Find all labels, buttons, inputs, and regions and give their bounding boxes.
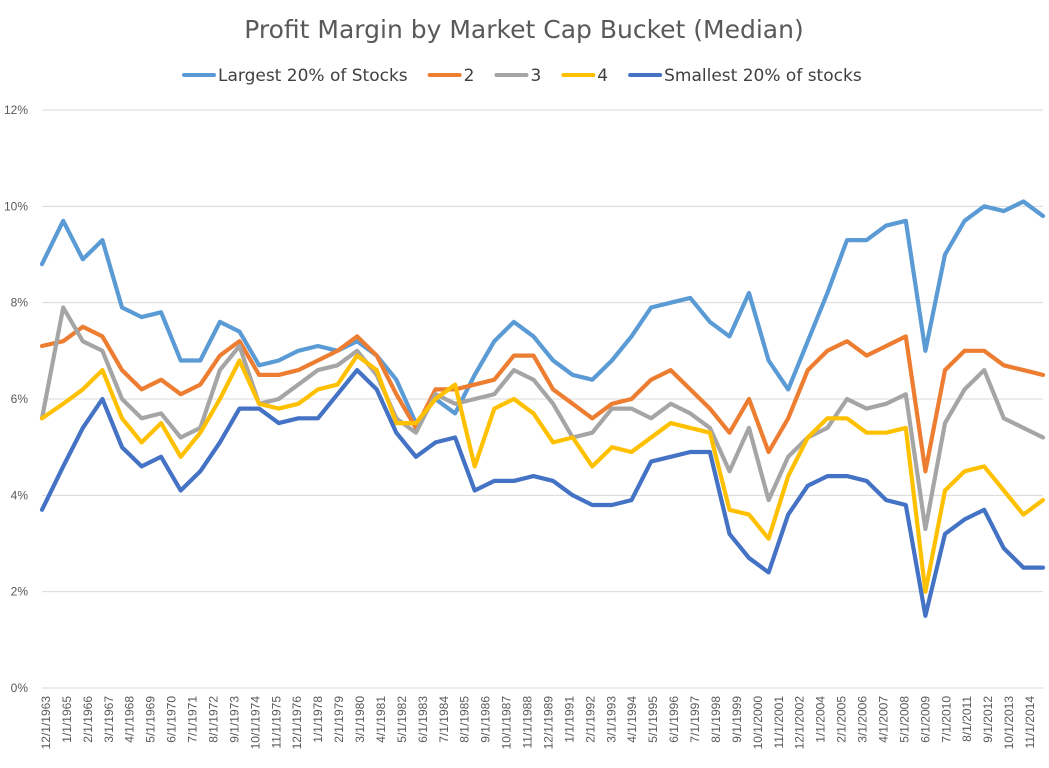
x-tick-label: 8/1/2011	[960, 696, 974, 742]
x-axis: 12/1/1963 1/1/1965 2/1/1966 3/1/1967 4/1/196…	[39, 696, 1037, 750]
x-tick-label: 2/1/2005	[835, 696, 849, 743]
x-tick-label: 10/1/1987	[500, 696, 514, 750]
x-tick-label: 7/1/1971	[186, 696, 200, 743]
series-line-2	[39, 324, 1046, 474]
y-tick-label: 4%	[11, 488, 29, 502]
x-tick-label: 3/1/1980	[353, 696, 367, 743]
series-line-1	[39, 199, 1046, 426]
x-tick-label: 4/1/1981	[374, 696, 388, 743]
x-tick-label: 8/1/1998	[709, 696, 723, 743]
x-tick-label: 7/1/1984	[437, 696, 451, 743]
legend-label: 4	[597, 66, 608, 86]
chart-title: Profit Margin by Market Cap Bucket (Medi…	[244, 15, 803, 44]
x-tick-label: 9/1/1986	[479, 696, 493, 743]
x-tick-label: 1/1/1965	[60, 696, 74, 743]
x-tick-label: 12/1/2002	[793, 696, 807, 750]
x-tick-label: 6/1/1983	[416, 696, 430, 743]
series-line-5	[39, 368, 1046, 618]
x-tick-label: 9/1/1999	[730, 696, 744, 743]
gridlines	[42, 109, 1043, 689]
x-tick-label: 10/1/1974	[248, 696, 262, 750]
x-tick-label: 6/1/2009	[918, 696, 932, 743]
x-tick-label: 12/1/1976	[290, 696, 304, 750]
y-tick-label: 8%	[11, 296, 29, 310]
legend: Largest 20% of Stocks 2 3 4 Smallest 20% of …	[182, 66, 862, 86]
legend-label: 3	[530, 66, 541, 86]
x-tick-label: 1/1/2004	[814, 696, 828, 743]
y-axis: 0% 2% 4% 6% 8% 10% 12%	[4, 103, 28, 695]
plot-area	[39, 199, 1046, 618]
x-tick-label: 9/1/1973	[227, 696, 241, 743]
x-tick-label: 10/1/2000	[751, 696, 765, 750]
x-tick-label: 11/1/1975	[269, 696, 283, 749]
x-tick-label: 5/1/2008	[897, 696, 911, 743]
x-tick-label: 3/1/2006	[856, 696, 870, 743]
x-tick-label: 12/1/1989	[541, 696, 555, 750]
y-tick-label: 10%	[4, 199, 28, 213]
x-tick-label: 1/1/1978	[311, 696, 325, 743]
y-tick-label: 6%	[11, 392, 29, 406]
x-tick-label: 4/1/1994	[625, 696, 639, 743]
x-tick-label: 11/1/2014	[1023, 696, 1037, 749]
x-tick-label: 6/1/1996	[667, 696, 681, 743]
x-tick-label: 3/1/1967	[102, 696, 116, 743]
y-tick-label: 0%	[11, 681, 29, 695]
x-tick-label: 5/1/1995	[646, 696, 660, 743]
x-tick-label: 4/1/2007	[876, 696, 890, 743]
y-tick-label: 2%	[11, 585, 29, 599]
y-tick-label: 12%	[4, 103, 28, 117]
x-tick-label: 11/1/1988	[521, 696, 535, 749]
x-tick-label: 4/1/1968	[123, 696, 137, 743]
series-line-4	[39, 353, 1046, 594]
x-tick-label: 3/1/1993	[604, 696, 618, 743]
x-tick-label: 8/1/1972	[206, 696, 220, 743]
x-tick-label: 7/1/1997	[688, 696, 702, 743]
x-tick-label: 1/1/1991	[562, 696, 576, 743]
legend-label: Largest 20% of Stocks	[218, 66, 408, 86]
x-tick-label: 2/1/1992	[583, 696, 597, 743]
x-tick-label: 9/1/2012	[981, 696, 995, 743]
x-tick-label: 11/1/2001	[772, 696, 786, 749]
x-tick-label: 5/1/1969	[144, 696, 158, 743]
legend-label: Smallest 20% of stocks	[664, 66, 862, 86]
x-tick-label: 6/1/1970	[165, 696, 179, 743]
x-tick-label: 10/1/2013	[1002, 696, 1016, 750]
x-tick-label: 2/1/1966	[81, 696, 95, 743]
x-tick-label: 5/1/1982	[395, 696, 409, 743]
x-tick-label: 12/1/1963	[39, 696, 53, 750]
x-tick-label: 8/1/1985	[458, 696, 472, 743]
x-tick-label: 7/1/2010	[939, 696, 953, 743]
legend-label: 2	[464, 66, 475, 86]
x-tick-label: 2/1/1979	[332, 696, 346, 743]
series-line-3	[39, 305, 1046, 532]
